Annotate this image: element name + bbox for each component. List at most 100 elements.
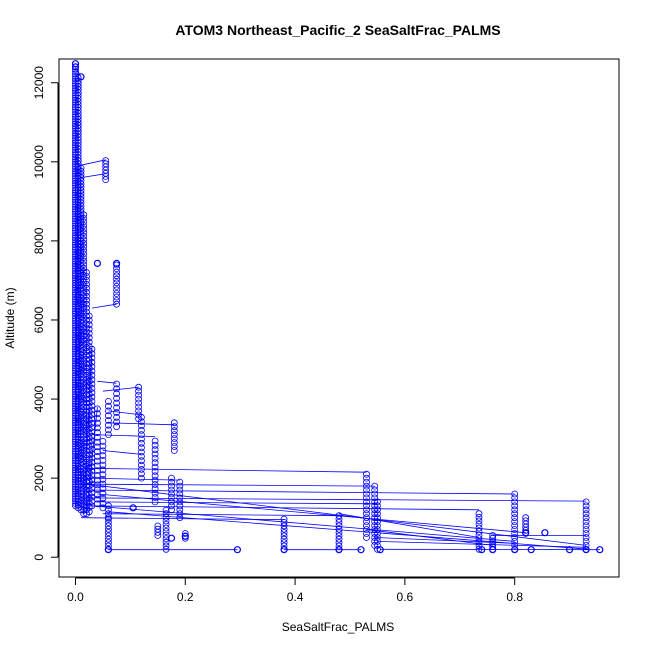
- data-point: [88, 371, 96, 379]
- series-line: [91, 505, 515, 542]
- data-point: [85, 316, 93, 324]
- data-point: [151, 489, 159, 497]
- data-point: [137, 426, 145, 434]
- y-tick-label: 0: [32, 554, 46, 561]
- data-point: [80, 218, 88, 226]
- series-line: [338, 513, 480, 538]
- data-point: [168, 482, 175, 490]
- data-point: [105, 421, 112, 429]
- data-point: [94, 481, 101, 489]
- data-point: [88, 380, 96, 388]
- data-point: [113, 409, 120, 416]
- data-point: [113, 297, 120, 305]
- data-point: [135, 391, 143, 399]
- data-point: [85, 321, 93, 329]
- data-point: [280, 532, 288, 540]
- data-point: [582, 530, 590, 537]
- data-point: [154, 525, 162, 533]
- data-point: [94, 410, 101, 418]
- data-point: [94, 500, 101, 508]
- data-point: [168, 506, 175, 514]
- data-point: [335, 525, 343, 533]
- data-point: [151, 485, 159, 493]
- data-point: [280, 522, 288, 530]
- data-point: [83, 280, 90, 288]
- data-point: [151, 450, 159, 458]
- data-point: [335, 535, 343, 543]
- data-point: [170, 431, 178, 439]
- data-point: [80, 246, 88, 254]
- data-point: [511, 518, 519, 525]
- data-point: [72, 68, 79, 76]
- data-point: [137, 470, 145, 478]
- data-point: [154, 522, 162, 530]
- data-point: [135, 399, 143, 407]
- data-point: [113, 275, 120, 283]
- data-point: [105, 532, 112, 540]
- data-point: [88, 354, 96, 362]
- series-line: [374, 537, 515, 544]
- series-line: [86, 477, 180, 481]
- data-point: [99, 499, 107, 507]
- data-point: [162, 528, 170, 535]
- data-point: [88, 402, 96, 410]
- data-point: [99, 471, 107, 479]
- data-point: [137, 444, 145, 452]
- data-point: [113, 418, 120, 426]
- data-point: [511, 530, 519, 537]
- data-point: [176, 482, 184, 490]
- data-point: [85, 334, 93, 342]
- data-point: [363, 478, 370, 486]
- data-point: [511, 490, 519, 498]
- data-point: [522, 514, 530, 522]
- data-point: [373, 514, 381, 522]
- data-point: [162, 506, 170, 514]
- data-point: [88, 476, 96, 484]
- data-point: [162, 510, 170, 518]
- data-point: [582, 522, 590, 529]
- y-tick-label: 10000: [32, 145, 46, 179]
- y-tick-label: 4000: [32, 385, 46, 412]
- data-point: [85, 508, 93, 516]
- series-line: [366, 529, 493, 546]
- data-point: [170, 439, 178, 447]
- data-point: [88, 445, 96, 453]
- data-point: [94, 495, 101, 503]
- data-point: [167, 534, 176, 542]
- data-point: [151, 441, 159, 449]
- data-point: [102, 157, 110, 165]
- data-point: [94, 452, 101, 460]
- data-point: [83, 304, 90, 312]
- data-point: [363, 510, 370, 518]
- data-point: [582, 498, 590, 506]
- data-point: [88, 358, 96, 366]
- data-point: [105, 397, 112, 405]
- data-point: [93, 259, 102, 267]
- data-point: [181, 532, 189, 540]
- data-point: [137, 413, 145, 421]
- data-point: [335, 539, 343, 546]
- data-point: [113, 282, 120, 290]
- data-point: [137, 461, 145, 469]
- data-point: [94, 414, 101, 422]
- data-point: [475, 510, 483, 518]
- data-point: [77, 164, 85, 172]
- data-point: [373, 502, 381, 510]
- data-point: [99, 475, 107, 483]
- data-point: [151, 437, 159, 445]
- data-point: [176, 494, 184, 502]
- data-point: [363, 482, 370, 490]
- data-point: [373, 538, 381, 545]
- data-point: [168, 490, 175, 498]
- data-point: [99, 490, 107, 498]
- data-point: [335, 532, 343, 540]
- data-point: [373, 530, 381, 537]
- y-tick-label: 12000: [32, 66, 46, 100]
- data-point: [168, 494, 175, 502]
- series-line: [86, 497, 587, 502]
- data-point: [280, 535, 288, 543]
- data-point: [371, 486, 379, 494]
- data-point: [181, 530, 189, 537]
- data-point: [162, 531, 170, 539]
- data-point: [113, 390, 120, 397]
